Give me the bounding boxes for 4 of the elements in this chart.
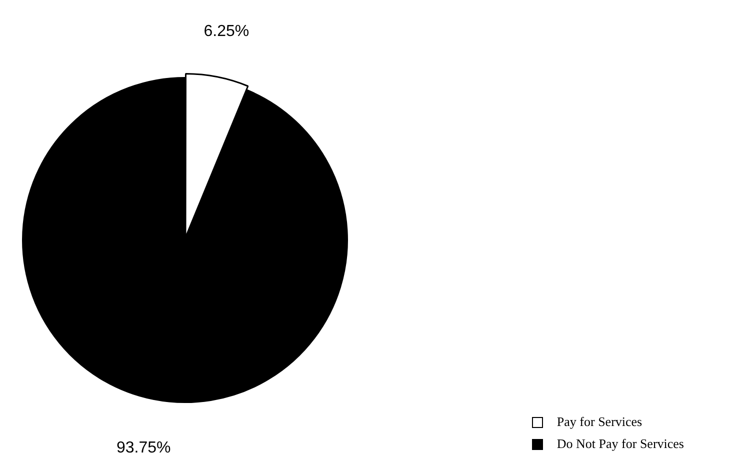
data-label: 6.25% — [204, 23, 250, 40]
legend-label: Do Not Pay for Services — [556, 436, 684, 452]
data-label: 93.75% — [116, 440, 171, 457]
legend-label: Pay for Services — [556, 414, 642, 430]
